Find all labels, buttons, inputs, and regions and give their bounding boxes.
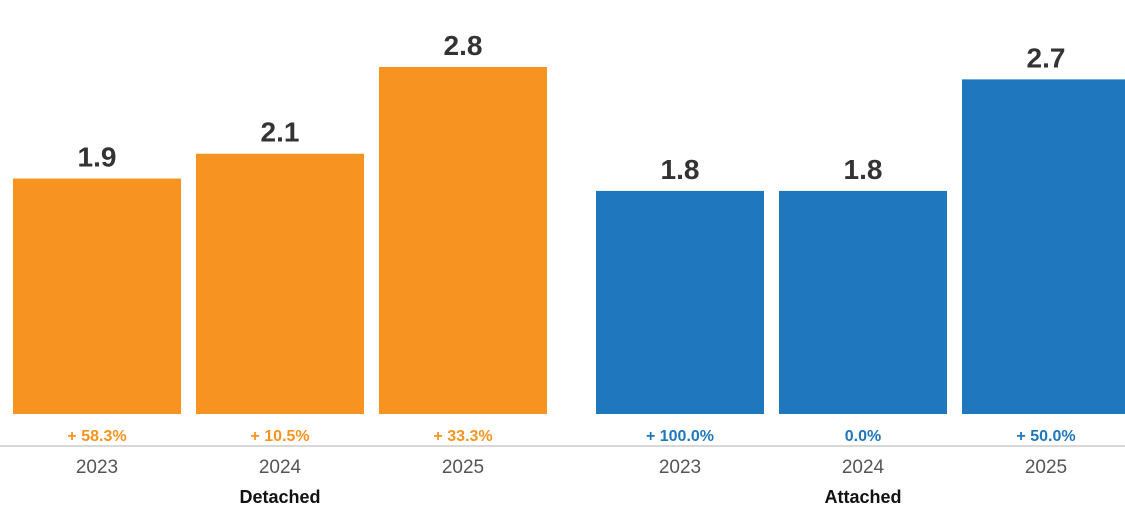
group-label-detached: Detached [239,487,320,507]
bar-attached-2024 [779,190,947,414]
tick-label-detached-2023: 2023 [76,457,118,478]
group-label-attached: Attached [824,487,901,507]
value-label-detached-2025: 2.8 [444,30,483,61]
change-label-attached-2024: 0.0% [845,428,881,445]
change-label-detached-2023: + 58.3% [67,428,126,445]
value-label-detached-2024: 2.1 [261,117,300,148]
bar-detached-2023 [13,178,181,414]
change-label-attached-2023: + 100.0% [646,428,714,445]
change-label-attached-2025: + 50.0% [1016,428,1075,445]
bar-detached-2025 [379,66,547,414]
value-label-attached-2025: 2.7 [1027,42,1066,73]
bar-attached-2025 [962,79,1125,415]
bars-layer [13,66,1125,415]
tick-label-detached-2024: 2024 [259,457,302,478]
change-label-detached-2024: + 10.5% [250,428,309,445]
tick-label-attached-2023: 2023 [659,457,701,478]
change-label-detached-2025: + 33.3% [433,428,492,445]
value-label-detached-2023: 1.9 [78,142,117,173]
tick-label-attached-2024: 2024 [842,457,885,478]
bar-attached-2023 [596,190,764,414]
tick-label-attached-2025: 2025 [1025,457,1067,478]
tick-label-detached-2025: 2025 [442,457,484,478]
bar-detached-2024 [196,153,364,414]
value-label-attached-2024: 1.8 [844,154,883,185]
value-label-attached-2023: 1.8 [661,154,700,185]
labels-layer: 1.9 + 58.3% 2023 2.1 + 10.5% 2024 2.8 + 33.3% 20… [67,30,1075,507]
